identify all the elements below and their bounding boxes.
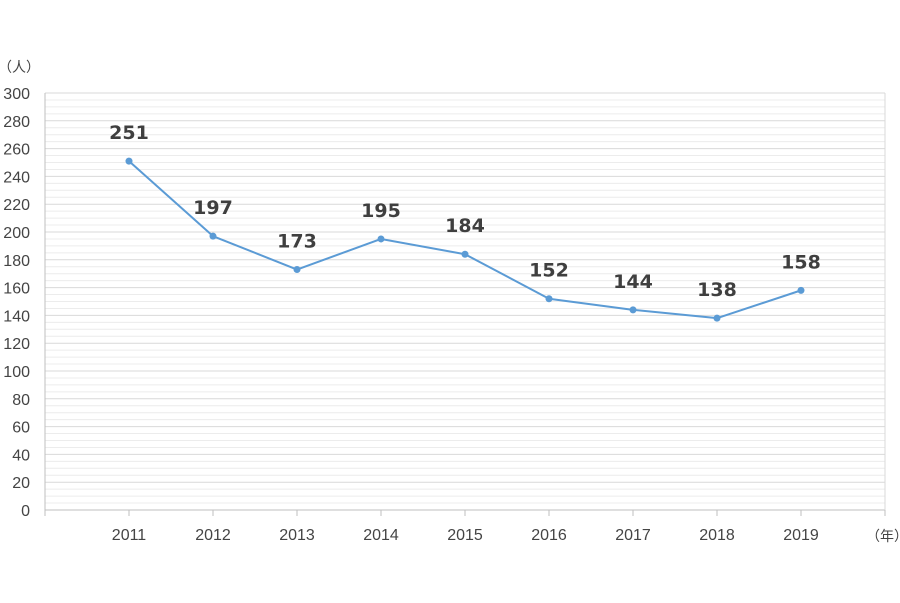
y-tick-label: 220 [3, 197, 30, 214]
y-axis-unit-label: （人） [0, 60, 40, 76]
data-point [629, 306, 637, 314]
y-tick-label: 20 [12, 475, 30, 492]
x-tick-label: 2017 [615, 527, 651, 544]
data-label: 184 [445, 215, 485, 237]
data-point [293, 266, 301, 274]
y-tick-label: 260 [3, 142, 30, 159]
data-point [797, 286, 805, 294]
data-label: 152 [529, 260, 569, 282]
x-tick-label: 2019 [783, 527, 819, 544]
x-tick-label: 2013 [279, 527, 315, 544]
data-label: 158 [781, 251, 821, 273]
y-tick-label: 180 [3, 253, 30, 270]
data-label: 144 [613, 271, 653, 293]
data-label: 251 [109, 122, 149, 144]
y-tick-label: 100 [3, 364, 30, 381]
data-label: 138 [697, 279, 737, 301]
x-axis-tick-labels: 2011 2012 2013 2014 2015 2016 2017 2018 2019 [112, 527, 819, 544]
data-point [461, 250, 469, 258]
x-axis-unit-label: （年） [866, 529, 900, 545]
y-axis-tick-labels: 0 20 40 60 80 100 120 140 160 180 200 220 240 260 280 3… [3, 86, 30, 520]
data-label: 197 [193, 197, 233, 219]
data-point [545, 295, 553, 303]
data-label: 173 [277, 231, 317, 253]
y-tick-label: 280 [3, 114, 30, 131]
x-tick-label: 2014 [363, 527, 399, 544]
x-tick-label: 2012 [195, 527, 231, 544]
data-point [209, 232, 217, 240]
y-tick-label: 200 [3, 225, 30, 242]
data-point [377, 235, 385, 243]
data-label: 195 [361, 200, 401, 222]
x-tick-label: 2016 [531, 527, 567, 544]
x-tick-label: 2015 [447, 527, 483, 544]
y-tick-label: 300 [3, 86, 30, 103]
y-tick-label: 140 [3, 308, 30, 325]
x-tick-label: 2011 [112, 527, 147, 544]
axes [44, 93, 886, 516]
y-tick-label: 160 [3, 281, 30, 298]
y-tick-label: 0 [21, 503, 30, 520]
data-point [713, 314, 721, 322]
y-tick-label: 240 [3, 169, 30, 186]
y-tick-label: 80 [12, 392, 30, 409]
y-tick-label: 60 [12, 420, 30, 437]
grid-lines [45, 92, 885, 511]
y-tick-label: 40 [12, 447, 30, 464]
data-points [125, 157, 805, 322]
y-tick-label: 120 [3, 336, 30, 353]
x-tick-label: 2018 [699, 527, 735, 544]
data-point [125, 157, 133, 165]
data-labels: 251 197 173 195 184 152 144 138 158 [109, 122, 821, 301]
